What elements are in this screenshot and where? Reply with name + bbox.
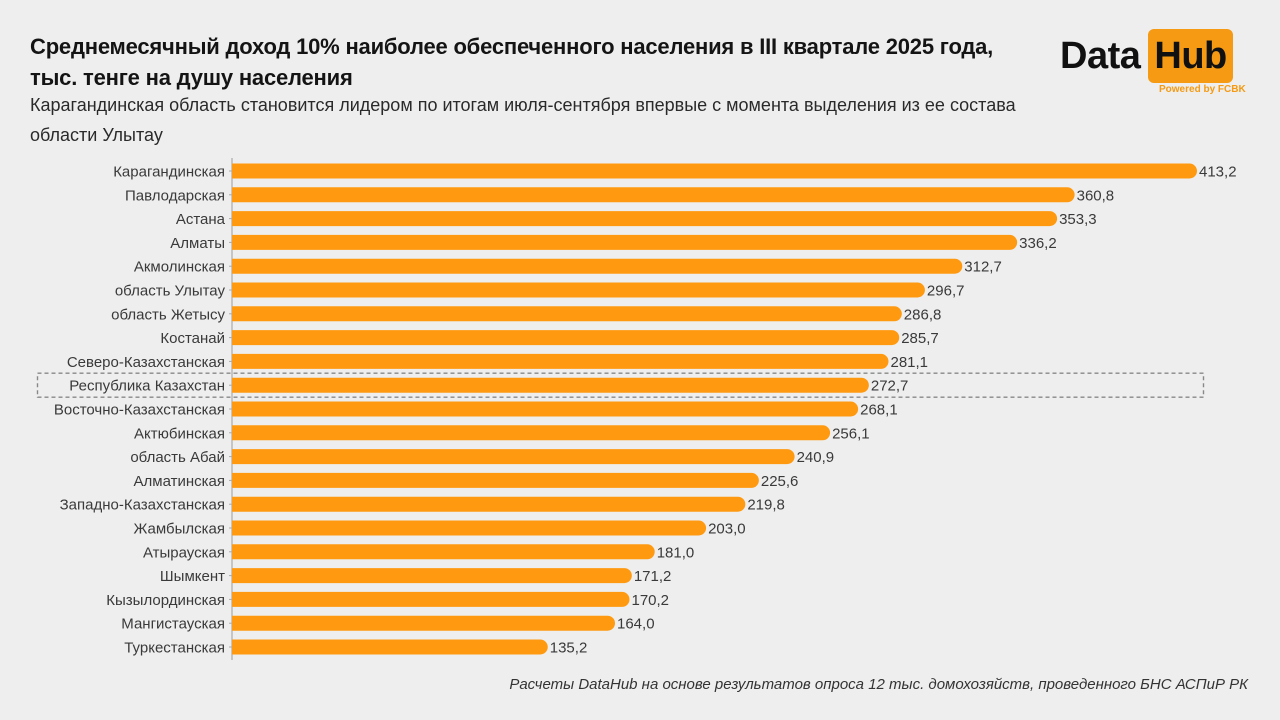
bar [232,544,655,560]
value-label: 170,2 [631,592,669,609]
value-label: 171,2 [634,568,672,585]
value-label: 413,2 [1199,164,1237,181]
category-label: Костанай [160,330,225,347]
category-label: Кызылординская [106,592,225,609]
bar [232,401,859,417]
logo-tagline: Powered by FCBK [1159,84,1246,95]
value-label: 135,2 [550,640,588,657]
bar [232,330,900,346]
value-label: 219,8 [747,497,785,514]
category-label: область Улытау [115,283,226,300]
category-label: область Абай [130,449,225,466]
datahub-logo: Data Hub [1060,26,1233,86]
category-label: Акмолинская [134,259,225,276]
value-label: 312,7 [964,259,1002,276]
value-label: 203,0 [708,521,746,538]
category-label: Карагандинская [113,164,225,181]
category-label: Западно-Казахстанская [60,497,225,514]
category-label: область Жетысу [111,306,225,323]
bar [232,234,1018,250]
bar [232,568,632,584]
category-label: Жамбылская [134,521,226,538]
highlight-box [36,372,1205,398]
category-label: Республика Казахстан [69,378,225,395]
bar [232,211,1058,227]
category-label: Шымкент [160,568,225,585]
bar [232,496,746,512]
category-label: Атырауская [143,544,225,561]
bar [232,615,616,631]
value-label: 268,1 [860,402,898,419]
chart-subtitle: Карагандинская область становится лидеро… [30,95,1016,145]
bar [232,306,902,322]
bar [232,520,707,536]
value-label: 225,6 [761,473,799,490]
bar [232,639,548,655]
chart-title: Среднемесячный доход 10% наиболее обеспе… [30,34,994,90]
bar [232,449,795,465]
logo-word-hub: Hub [1148,29,1233,83]
value-label: 281,1 [890,354,928,371]
bar [232,591,630,607]
bar [232,163,1197,179]
bar [232,377,869,393]
value-label: 256,1 [832,425,870,442]
value-label: 240,9 [797,449,835,466]
category-label: Мангистауская [121,616,225,633]
category-label: Северо-Казахстанская [67,354,225,371]
bar [232,258,963,274]
bar [232,282,925,298]
value-label: 296,7 [927,283,965,300]
category-label: Павлодарская [125,187,225,204]
category-label: Алматинская [134,473,225,490]
category-label: Астана [176,211,226,228]
category-label: Туркестанская [124,640,225,657]
bar [232,472,759,488]
bar [232,425,831,441]
value-label: 285,7 [901,330,939,347]
logo-word-data: Data [1060,34,1141,77]
category-label: Восточно-Казахстанская [54,402,225,419]
value-label: 272,7 [871,378,909,395]
value-label: 360,8 [1077,187,1115,204]
bar [232,187,1075,203]
source-note: Расчеты DataHub на основе результатов оп… [509,676,1248,693]
bar [232,353,889,369]
category-label: Актюбинская [134,425,225,442]
value-label: 181,0 [657,544,695,561]
category-label: Алматы [170,235,225,252]
value-label: 353,3 [1059,211,1097,228]
value-label: 336,2 [1019,235,1057,252]
value-label: 286,8 [904,306,942,323]
value-label: 164,0 [617,616,655,633]
